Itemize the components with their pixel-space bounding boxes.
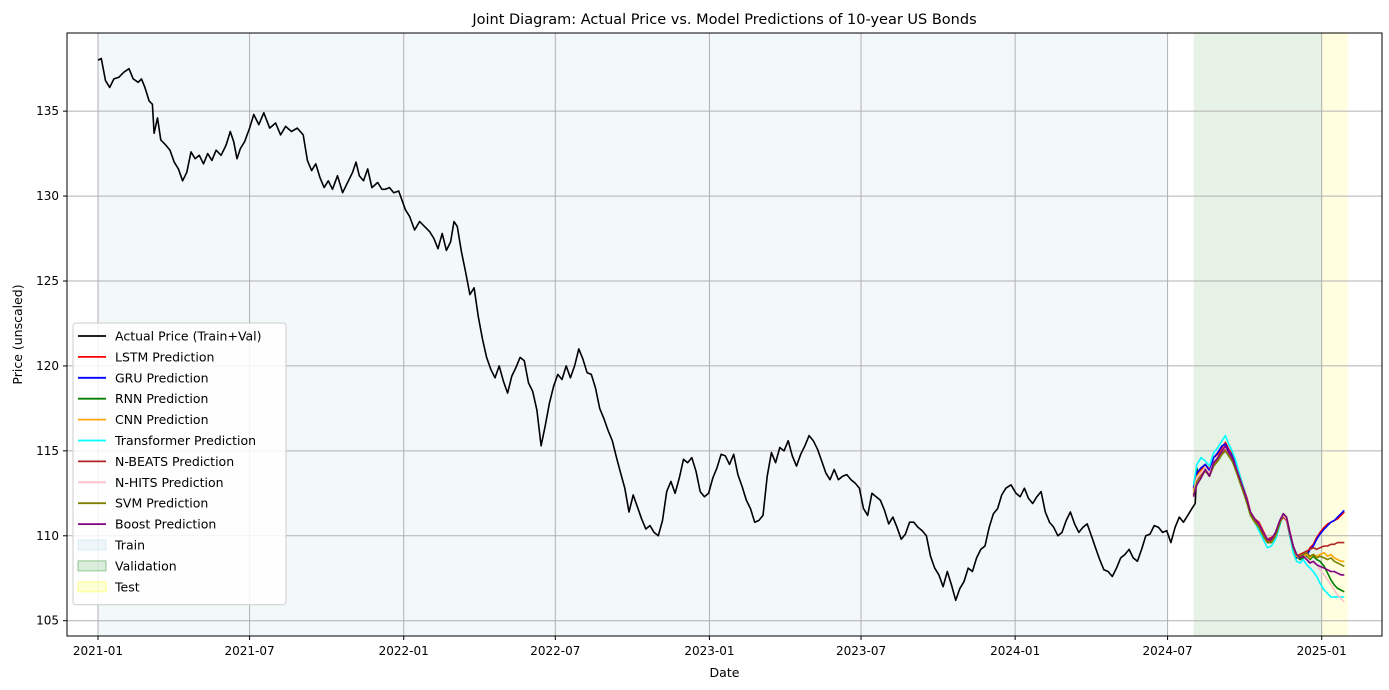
legend-label-boost-prediction: Boost Prediction bbox=[115, 517, 216, 532]
series-line-boost-prediction bbox=[1192, 445, 1345, 576]
legend: Actual Price (Train+Val) LSTM Prediction G… bbox=[72, 322, 287, 606]
plot-frame bbox=[66, 32, 1383, 637]
legend-box bbox=[72, 322, 287, 606]
series-line-actual-price-train-val bbox=[97, 57, 1198, 602]
y-tick-label: 115 bbox=[36, 444, 59, 458]
y-tick-label: 130 bbox=[36, 189, 59, 203]
x-tick-label: 2024-07 bbox=[1143, 644, 1193, 658]
x-tick-label: 2024-01 bbox=[990, 644, 1040, 658]
x-tick-label: 2025-01 bbox=[1297, 644, 1347, 658]
series-line-svm-prediction bbox=[1192, 450, 1345, 568]
series-lines bbox=[97, 57, 1345, 603]
x-tick-label: 2022-07 bbox=[530, 644, 580, 658]
y-tick-label: 135 bbox=[36, 104, 59, 118]
legend-label-lstm-prediction: LSTM Prediction bbox=[115, 349, 214, 364]
legend-label-cnn-prediction: CNN Prediction bbox=[115, 412, 209, 427]
series-line-transformer-prediction bbox=[1192, 434, 1345, 598]
legend-label-gru-prediction: GRU Prediction bbox=[115, 370, 209, 385]
x-tick-label: 2023-01 bbox=[684, 644, 734, 658]
legend-label-validation: Validation bbox=[115, 558, 177, 573]
y-tick-label: 120 bbox=[36, 359, 59, 373]
y-tick-label: 110 bbox=[36, 529, 59, 543]
legend-swatch-validation bbox=[77, 560, 107, 572]
legend-label-actual-price-train-val: Actual Price (Train+Val) bbox=[115, 329, 262, 344]
x-tick-label: 2021-01 bbox=[73, 644, 123, 658]
legend-swatch-train bbox=[77, 539, 107, 551]
y-axis-title: Price (unscaled) bbox=[10, 284, 25, 384]
series-line-n-beats-prediction bbox=[1192, 448, 1345, 557]
y-axis-ticks: 105 110 115 120 125 130 135 bbox=[36, 104, 67, 628]
legend-label-rnn-prediction: RNN Prediction bbox=[115, 391, 208, 406]
legend-label-train: Train bbox=[114, 538, 145, 553]
legend-label-n-hits-prediction: N-HITS Prediction bbox=[115, 475, 224, 490]
legend-label-n-beats-prediction: N-BEATS Prediction bbox=[115, 454, 234, 469]
legend-swatch-test bbox=[77, 581, 107, 593]
legend-label-svm-prediction: SVM Prediction bbox=[115, 496, 208, 511]
region-validation bbox=[1193, 33, 1322, 636]
x-tick-label: 2022-01 bbox=[379, 644, 429, 658]
legend-label-test: Test bbox=[114, 579, 140, 594]
x-axis-title: Date bbox=[710, 665, 740, 680]
chart-title: Joint Diagram: Actual Price vs. Model Pr… bbox=[471, 12, 976, 28]
y-tick-label: 125 bbox=[36, 274, 59, 288]
x-tick-label: 2023-07 bbox=[836, 644, 886, 658]
y-tick-label: 105 bbox=[36, 614, 59, 628]
legend-label-transformer-prediction: Transformer Prediction bbox=[114, 433, 256, 448]
x-axis-ticks: 2021-01 2021-07 2022-01 2022-07 2023-01 2023-… bbox=[73, 636, 1347, 658]
x-tick-label: 2021-07 bbox=[225, 644, 275, 658]
